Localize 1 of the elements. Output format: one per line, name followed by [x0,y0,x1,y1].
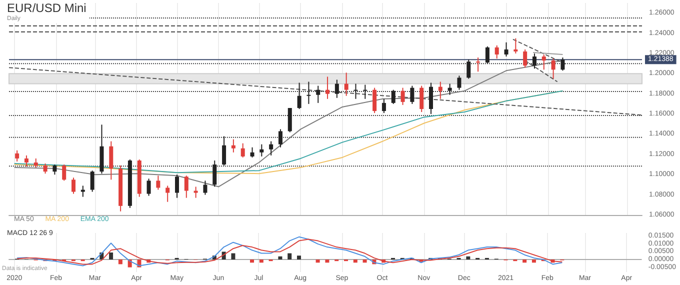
chart-title: EUR/USD Mini [7,1,86,15]
